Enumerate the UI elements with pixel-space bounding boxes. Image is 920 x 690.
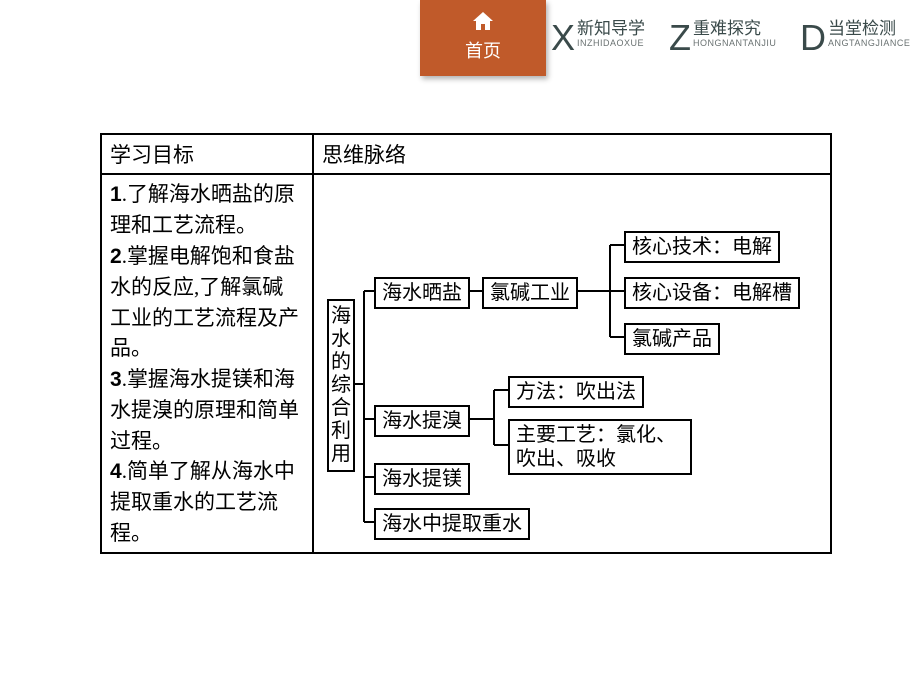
nav-letter: D — [800, 20, 826, 56]
node-b1: 氯碱工业 — [482, 277, 578, 309]
content-table: 学习目标 思维脉络 1.了解海水晒盐的原理和工艺流程。 2.掌握电解饱和食盐水的… — [100, 133, 832, 554]
objective-text: .掌握海水提镁和海水提溴的原理和简单过程。 — [110, 367, 299, 453]
node-c2: 核心设备：电解槽 — [624, 277, 800, 309]
objectives-cell: 1.了解海水晒盐的原理和工艺流程。 2.掌握电解饱和食盐水的反应,了解氯碱工业的… — [101, 174, 313, 553]
objective-num: 2 — [110, 245, 122, 268]
nav-cn: 当堂检测 — [828, 20, 910, 39]
objective-num: 3 — [110, 368, 122, 391]
node-c3: 氯碱产品 — [624, 323, 720, 355]
node-root: 海水的综合利用 — [327, 299, 355, 472]
node-c1: 核心技术：电解 — [624, 231, 780, 263]
mindmap-diagram: 海水的综合利用 海水晒盐 海水提溴 海水提镁 海水中提取重水 氯碱工业 核心技术… — [322, 179, 822, 541]
nav-item-dangtang[interactable]: D 当堂检测 ANGTANGJIANCE — [800, 20, 910, 60]
node-a4: 海水中提取重水 — [374, 508, 530, 540]
header-mindmap: 思维脉络 — [313, 134, 831, 174]
nav-letter: X — [551, 20, 575, 56]
nav-py: INZHIDAOXUE — [577, 39, 645, 49]
home-tab[interactable]: 首页 — [420, 0, 546, 76]
diagram-cell: 海水的综合利用 海水晒盐 海水提溴 海水提镁 海水中提取重水 氯碱工业 核心技术… — [313, 174, 831, 553]
nav-py: ANGTANGJIANCE — [828, 39, 910, 49]
objective-text: .了解海水晒盐的原理和工艺流程。 — [110, 182, 295, 237]
nav-item-zhongnan[interactable]: Z 重难探究 HONGNANTANJIU — [669, 20, 776, 60]
nav-cn: 重难探究 — [693, 20, 776, 39]
nav-text: 重难探究 HONGNANTANJIU — [693, 20, 776, 49]
nav-letter: Z — [669, 20, 691, 56]
node-a3: 海水提镁 — [374, 463, 470, 495]
node-d2: 主要工艺：氯化、吹出、吸收 — [508, 419, 692, 475]
objective-item: 4.简单了解从海水中提取重水的工艺流程。 — [110, 456, 304, 548]
nav-py: HONGNANTANJIU — [693, 39, 776, 49]
nav-cn: 新知导学 — [577, 20, 645, 39]
node-a1: 海水晒盐 — [374, 277, 470, 309]
nav-text: 当堂检测 ANGTANGJIANCE — [828, 20, 910, 49]
nav-item-xinzhi[interactable]: X 新知导学 INZHIDAOXUE — [551, 20, 645, 60]
objective-text: .简单了解从海水中提取重水的工艺流程。 — [110, 459, 295, 545]
top-nav: 首页 X 新知导学 INZHIDAOXUE Z 重难探究 HONGNANTANJ… — [0, 0, 920, 80]
objective-text: .掌握电解饱和食盐水的反应,了解氯碱工业的工艺流程及产品。 — [110, 244, 299, 360]
objective-num: 1 — [110, 183, 122, 206]
nav-text: 新知导学 INZHIDAOXUE — [577, 20, 645, 49]
objective-item: 1.了解海水晒盐的原理和工艺流程。 — [110, 179, 304, 241]
home-label: 首页 — [420, 37, 546, 63]
objective-item: 3.掌握海水提镁和海水提溴的原理和简单过程。 — [110, 364, 304, 456]
header-objectives: 学习目标 — [101, 134, 313, 174]
objective-num: 4 — [110, 460, 122, 483]
home-icon — [473, 12, 493, 35]
node-d1: 方法：吹出法 — [508, 376, 644, 408]
objective-item: 2.掌握电解饱和食盐水的反应,了解氯碱工业的工艺流程及产品。 — [110, 241, 304, 364]
node-a2: 海水提溴 — [374, 405, 470, 437]
